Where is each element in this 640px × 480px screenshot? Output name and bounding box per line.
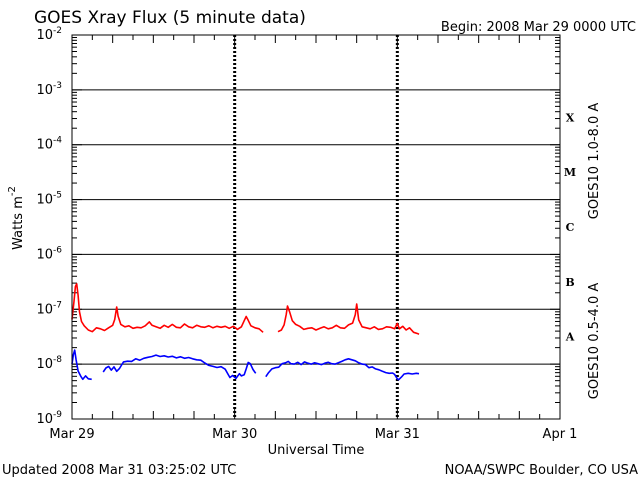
y-tick-label: 10-2	[36, 26, 62, 43]
footer-source: NOAA/SWPC Boulder, CO USA	[445, 463, 638, 478]
y-axis-label-exponent: -2	[7, 186, 18, 196]
series-line-long	[277, 303, 420, 336]
y-tick-base: 10	[36, 357, 53, 372]
y-tick-exponent: -2	[53, 26, 62, 36]
footer-updated: Updated 2008 Mar 31 03:25:02 UTC	[2, 463, 236, 478]
y-tick-label: 10-9	[36, 410, 62, 427]
x-tick-label: Apr 1	[543, 427, 578, 442]
flare-class-label: M	[564, 166, 576, 179]
series-line-short	[71, 349, 92, 381]
y-tick-exponent: -9	[53, 410, 62, 420]
y-tick-exponent: -4	[53, 136, 62, 146]
y-tick-label: 10-3	[36, 81, 62, 98]
x-axis-label: Universal Time	[268, 443, 365, 458]
y-tick-exponent: -7	[53, 300, 62, 310]
y-tick-exponent: -8	[53, 355, 62, 365]
series-label-short: GOES10 0.5-4.0 A	[587, 283, 602, 400]
y-tick-base: 10	[36, 138, 53, 153]
x-tick-label: Mar 31	[375, 427, 420, 442]
y-tick-base: 10	[36, 247, 53, 262]
begin-label: Begin: 2008 Mar 29 0000 UTC	[441, 20, 636, 35]
series-line-short	[102, 354, 257, 380]
y-tick-label: 10-8	[36, 355, 62, 372]
y-tick-label: 10-5	[36, 191, 62, 208]
y-tick-base: 10	[36, 28, 53, 43]
series-lines	[71, 283, 420, 381]
y-tick-base: 10	[36, 83, 53, 98]
series-line-long	[71, 283, 264, 333]
grid-lines	[72, 35, 560, 419]
chart-title: GOES Xray Flux (5 minute data)	[34, 8, 306, 28]
series-line-short	[265, 358, 420, 381]
x-tick-label: Mar 29	[49, 427, 94, 442]
plot-frame	[71, 34, 561, 420]
y-tick-base: 10	[36, 412, 53, 427]
flare-class-label: A	[565, 331, 575, 344]
y-tick-label: 10-6	[36, 245, 62, 262]
flare-class-label: X	[566, 111, 575, 124]
y-tick-label: 10-4	[36, 136, 62, 153]
axis-ticks	[71, 35, 561, 420]
y-tick-exponent: -5	[53, 191, 62, 201]
y-axis-label: Watts m-2	[7, 186, 26, 250]
flare-class-label: C	[566, 221, 575, 234]
y-tick-base: 10	[36, 302, 53, 317]
y-tick-exponent: -3	[53, 81, 62, 91]
flare-class-label: B	[565, 276, 574, 289]
x-tick-label: Mar 30	[212, 427, 257, 442]
y-tick-exponent: -6	[53, 245, 62, 255]
y-tick-label: 10-7	[36, 300, 62, 317]
y-tick-base: 10	[36, 193, 53, 208]
y-axis-label-text: Watts m	[11, 196, 26, 250]
series-label-long: GOES10 1.0-8.0 A	[587, 103, 602, 220]
